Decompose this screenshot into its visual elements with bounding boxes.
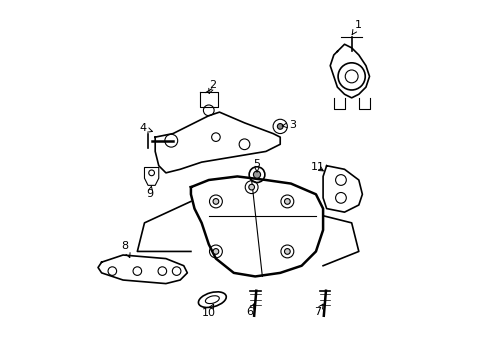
Ellipse shape [198, 292, 226, 307]
Text: 10: 10 [202, 304, 215, 318]
Text: 6: 6 [246, 304, 253, 317]
Polygon shape [144, 167, 159, 185]
Circle shape [213, 249, 218, 254]
Text: 1: 1 [351, 19, 362, 35]
Circle shape [277, 123, 283, 129]
Text: 11: 11 [310, 162, 324, 172]
Ellipse shape [205, 296, 219, 303]
Circle shape [248, 184, 254, 190]
Circle shape [213, 199, 218, 204]
Text: 8: 8 [121, 241, 130, 258]
Polygon shape [190, 176, 323, 276]
Polygon shape [329, 44, 369, 98]
Polygon shape [323, 166, 362, 212]
Circle shape [253, 171, 260, 178]
Circle shape [284, 249, 290, 254]
Text: 9: 9 [146, 186, 153, 199]
Text: 7: 7 [313, 304, 323, 317]
Text: 2: 2 [208, 80, 216, 94]
Polygon shape [155, 112, 280, 173]
Polygon shape [98, 255, 187, 284]
Circle shape [284, 199, 290, 204]
Text: 5: 5 [253, 159, 260, 172]
Text: 3: 3 [282, 120, 296, 130]
Text: 4: 4 [139, 123, 152, 133]
